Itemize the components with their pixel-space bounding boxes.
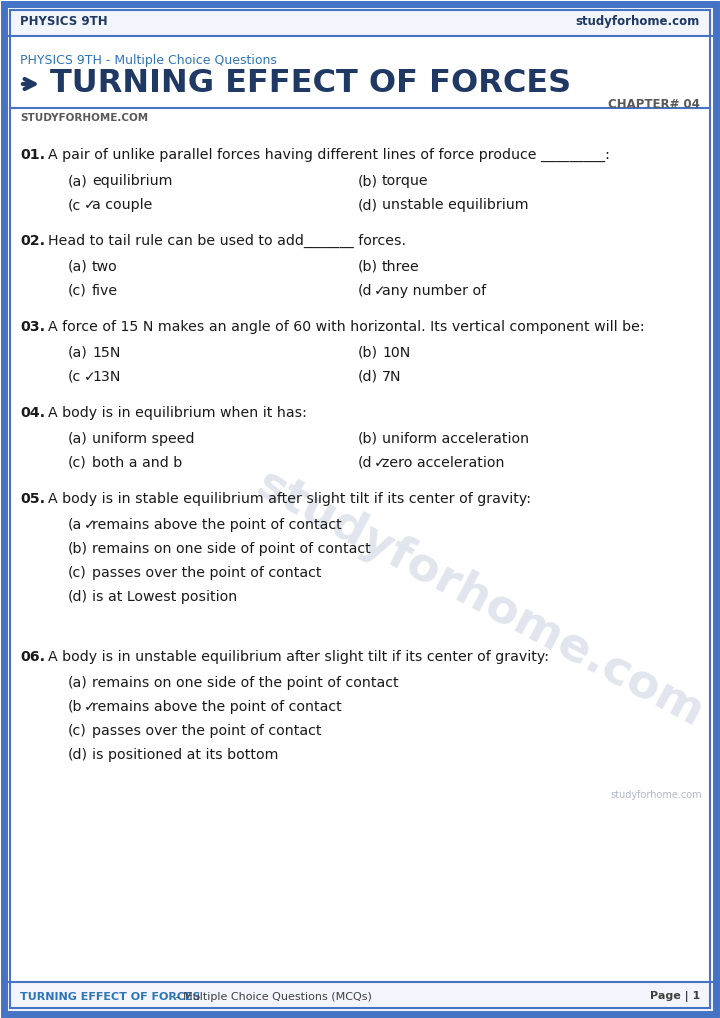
Text: (a): (a) bbox=[68, 174, 88, 188]
Text: uniform speed: uniform speed bbox=[92, 432, 194, 446]
Text: TURNING EFFECT OF FORCES: TURNING EFFECT OF FORCES bbox=[50, 68, 571, 99]
Text: any number of: any number of bbox=[382, 284, 486, 298]
Text: 7N: 7N bbox=[382, 370, 402, 384]
Text: A body is in unstable equilibrium after slight tilt if its center of gravity:: A body is in unstable equilibrium after … bbox=[48, 651, 549, 664]
Text: (d: (d bbox=[358, 284, 372, 298]
Text: 03.: 03. bbox=[20, 320, 45, 334]
Text: remains above the point of contact: remains above the point of contact bbox=[92, 700, 342, 714]
Text: (d): (d) bbox=[68, 748, 88, 762]
Text: (c: (c bbox=[68, 197, 81, 212]
Text: - Multiple Choice Questions (MCQs): - Multiple Choice Questions (MCQs) bbox=[172, 992, 372, 1002]
Text: (b): (b) bbox=[358, 346, 378, 360]
Text: ✓: ✓ bbox=[374, 456, 386, 470]
Text: 06.: 06. bbox=[20, 651, 45, 664]
Text: PHYSICS 9TH: PHYSICS 9TH bbox=[20, 14, 107, 27]
Text: ✓: ✓ bbox=[84, 197, 96, 212]
Text: A pair of unlike parallel forces having different lines of force produce _______: A pair of unlike parallel forces having … bbox=[48, 148, 610, 162]
Text: Head to tail rule can be used to add_______ forces.: Head to tail rule can be used to add____… bbox=[48, 234, 406, 248]
Text: (a): (a) bbox=[68, 432, 88, 446]
Text: remains on one side of the point of contact: remains on one side of the point of cont… bbox=[92, 676, 399, 690]
Text: 13N: 13N bbox=[92, 370, 120, 384]
Text: studyforhome.com: studyforhome.com bbox=[248, 463, 711, 737]
Text: three: three bbox=[382, 260, 420, 274]
Text: both a and b: both a and b bbox=[92, 456, 182, 470]
Text: passes over the point of contact: passes over the point of contact bbox=[92, 566, 322, 580]
Text: remains above the point of contact: remains above the point of contact bbox=[92, 518, 342, 532]
Text: five: five bbox=[92, 284, 118, 298]
Text: remains on one side of point of contact: remains on one side of point of contact bbox=[92, 542, 371, 556]
Text: a couple: a couple bbox=[92, 197, 153, 212]
Text: (c): (c) bbox=[68, 456, 86, 470]
Text: ✓: ✓ bbox=[84, 518, 96, 532]
Text: (b): (b) bbox=[358, 260, 378, 274]
Text: TURNING EFFECT OF FORCES: TURNING EFFECT OF FORCES bbox=[20, 992, 201, 1002]
Text: two: two bbox=[92, 260, 118, 274]
Text: 10N: 10N bbox=[382, 346, 410, 360]
Text: CHAPTER# 04: CHAPTER# 04 bbox=[608, 98, 700, 111]
Text: 02.: 02. bbox=[20, 234, 45, 248]
Text: uniform acceleration: uniform acceleration bbox=[382, 432, 529, 446]
Text: (c): (c) bbox=[68, 566, 86, 580]
Text: (a): (a) bbox=[68, 260, 88, 274]
Text: A body is in equilibrium when it has:: A body is in equilibrium when it has: bbox=[48, 406, 307, 420]
Text: STUDYFORHOME.COM: STUDYFORHOME.COM bbox=[20, 113, 148, 123]
Bar bbox=[6, 982, 714, 1012]
Text: A force of 15 N makes an angle of 60 with horizontal. Its vertical component wil: A force of 15 N makes an angle of 60 wit… bbox=[48, 320, 644, 334]
Text: A body is in stable equilibrium after slight tilt if its center of gravity:: A body is in stable equilibrium after sl… bbox=[48, 492, 531, 506]
Text: 15N: 15N bbox=[92, 346, 120, 360]
Text: (c): (c) bbox=[68, 284, 86, 298]
Text: (b): (b) bbox=[358, 432, 378, 446]
Text: ✓: ✓ bbox=[84, 370, 96, 384]
Text: is at Lowest position: is at Lowest position bbox=[92, 590, 238, 604]
Text: (c: (c bbox=[68, 370, 81, 384]
Text: (d): (d) bbox=[68, 590, 88, 604]
Text: (b): (b) bbox=[358, 174, 378, 188]
Text: passes over the point of contact: passes over the point of contact bbox=[92, 724, 322, 738]
Text: ✓: ✓ bbox=[84, 700, 96, 714]
Text: (b): (b) bbox=[68, 542, 88, 556]
Text: 01.: 01. bbox=[20, 148, 45, 162]
Text: (a): (a) bbox=[68, 346, 88, 360]
Bar bbox=[6, 6, 714, 36]
Text: (c): (c) bbox=[68, 724, 86, 738]
Text: (a): (a) bbox=[68, 676, 88, 690]
Text: PHYSICS 9TH - Multiple Choice Questions: PHYSICS 9TH - Multiple Choice Questions bbox=[20, 54, 277, 67]
Text: (b: (b bbox=[68, 700, 83, 714]
Text: is positioned at its bottom: is positioned at its bottom bbox=[92, 748, 279, 762]
Text: studyforhome.com: studyforhome.com bbox=[576, 14, 700, 27]
Text: (d): (d) bbox=[358, 370, 378, 384]
Text: 04.: 04. bbox=[20, 406, 45, 420]
Text: ✓: ✓ bbox=[374, 284, 386, 298]
Text: (d: (d bbox=[358, 456, 372, 470]
Text: studyforhome.com: studyforhome.com bbox=[611, 790, 702, 800]
Text: (d): (d) bbox=[358, 197, 378, 212]
Text: equilibrium: equilibrium bbox=[92, 174, 172, 188]
Text: zero acceleration: zero acceleration bbox=[382, 456, 505, 470]
Text: torque: torque bbox=[382, 174, 428, 188]
Text: (a: (a bbox=[68, 518, 82, 532]
Text: 05.: 05. bbox=[20, 492, 45, 506]
Text: Page | 1: Page | 1 bbox=[649, 992, 700, 1003]
Text: unstable equilibrium: unstable equilibrium bbox=[382, 197, 528, 212]
